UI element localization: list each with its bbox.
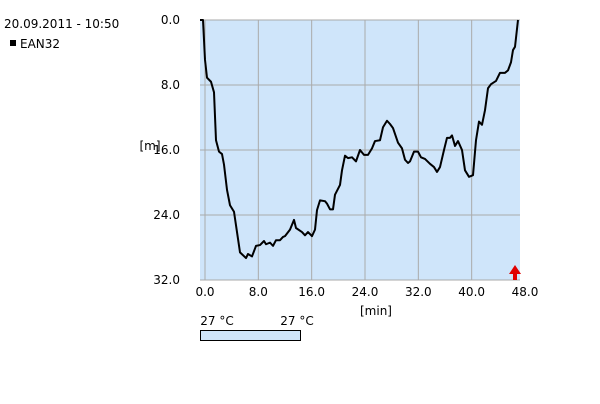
chart-title: 20.09.2011 - 10:50 [4,17,119,31]
y-tick-label: 24.0 [153,208,180,222]
legend-swatch [10,40,16,46]
y-tick-label: 16.0 [153,143,180,157]
temperature-start: 27 °C [200,314,233,328]
x-tick-label: 40.0 [458,285,485,299]
y-tick-label: 0.0 [161,13,180,27]
y-tick-label: 8.0 [161,78,180,92]
temperature-bar [200,330,301,341]
temperature-end: 27 °C [280,314,313,328]
x-tick-label: 48.0 [512,285,539,299]
x-tick-label: 32.0 [405,285,432,299]
x-axis-label: [min] [360,304,392,318]
warning-icon [509,265,521,280]
x-tick-label: 24.0 [352,285,379,299]
x-tick-label: 16.0 [298,285,325,299]
x-tick-label: 8.0 [249,285,268,299]
y-tick-label: 32.0 [153,273,180,287]
x-tick-label: 0.0 [195,285,214,299]
depth-line [200,19,519,260]
y-axis-label: [m] [139,139,160,153]
legend-label: EAN32 [20,37,60,51]
